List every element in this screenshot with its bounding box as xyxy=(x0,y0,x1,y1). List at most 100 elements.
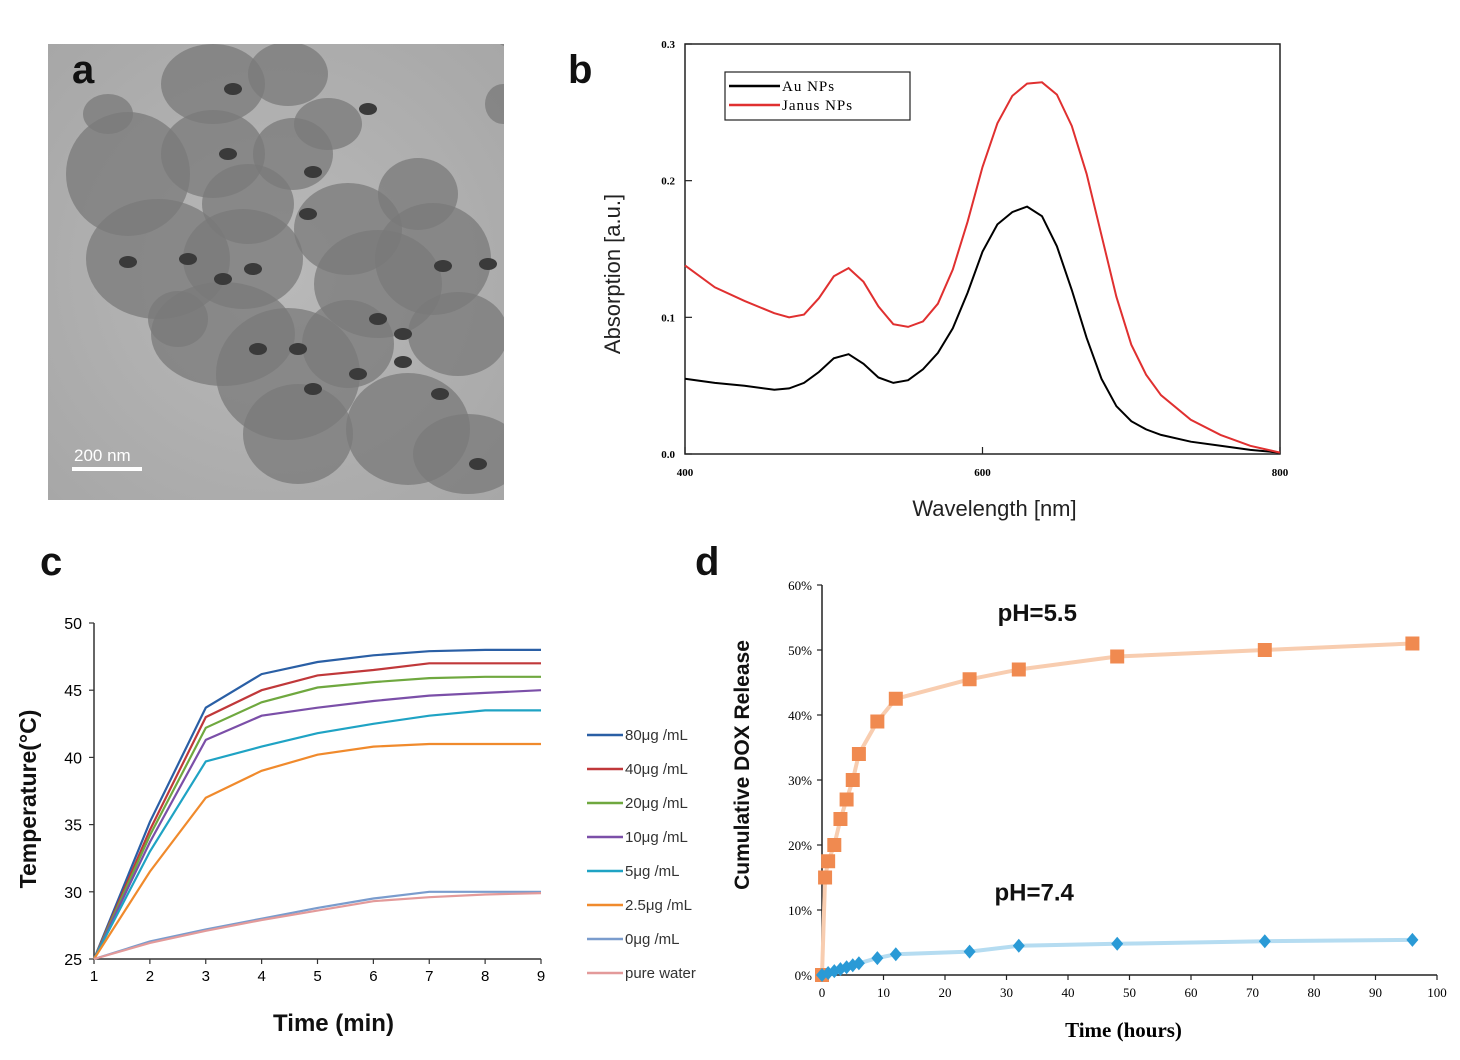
annotation-ph-5-5: pH=5.5 xyxy=(998,600,1077,627)
tem-nanoparticle-dot xyxy=(214,273,232,285)
y-tick-label: 0.1 xyxy=(661,312,675,324)
tem-particle xyxy=(161,44,265,124)
tem-particle xyxy=(346,373,470,485)
y-tick-label: 40% xyxy=(788,708,812,723)
tem-particle xyxy=(243,384,353,484)
tem-nanoparticle-dot xyxy=(289,343,307,355)
x-tick-label: 8 xyxy=(481,968,489,985)
y-tick-label: 10% xyxy=(788,903,812,918)
x-tick-label: 60 xyxy=(1185,985,1198,1000)
legend-label-1: Janus NPs xyxy=(782,98,853,114)
data-point-0 xyxy=(888,691,903,706)
data-point-1 xyxy=(1111,936,1124,951)
tem-particle xyxy=(408,292,508,376)
data-point-1 xyxy=(963,944,976,959)
series-line-2 xyxy=(92,675,541,960)
tem-nanoparticle-dot xyxy=(359,103,377,115)
y-axis-label: Temperature(°C) xyxy=(15,710,41,889)
y-tick-label: 45 xyxy=(64,683,82,700)
x-tick-label: 30 xyxy=(1000,985,1013,1000)
y-tick-label: 25 xyxy=(64,952,82,969)
y-tick-label: 30% xyxy=(788,773,812,788)
data-point-0 xyxy=(833,812,848,826)
y-tick-label: 50 xyxy=(64,616,82,633)
tem-particle xyxy=(202,164,294,244)
legend-label-2: 20μg /mL xyxy=(625,795,688,812)
legend-label-1: 40μg /mL xyxy=(625,761,688,778)
data-point-0 xyxy=(821,854,836,869)
legend-label-4: 5μg /mL xyxy=(625,863,680,880)
tem-nanoparticle-dot xyxy=(349,368,367,380)
x-axis-label: Time (min) xyxy=(273,1010,394,1037)
data-point-1 xyxy=(1406,932,1419,947)
panel-letter-a: a xyxy=(72,48,95,92)
x-tick-label: 100 xyxy=(1427,985,1447,1000)
panel-letter-b: b xyxy=(568,48,593,92)
tem-particle xyxy=(248,42,328,106)
tem-particle xyxy=(148,291,208,347)
tem-nanoparticle-dot xyxy=(304,166,322,178)
x-tick-label: 6 xyxy=(369,968,377,985)
data-point-0 xyxy=(845,773,860,787)
series-line-6 xyxy=(93,890,541,961)
tem-nanoparticle-dot xyxy=(244,263,262,275)
tem-micrograph: 200 nm xyxy=(48,0,548,500)
x-tick-label: 400 xyxy=(677,467,694,479)
x-tick-label: 2 xyxy=(146,968,154,985)
tem-nanoparticle-dot xyxy=(469,458,487,470)
x-tick-label: 70 xyxy=(1246,985,1259,1000)
legend-box xyxy=(724,71,911,121)
tem-nanoparticle-dot xyxy=(369,313,387,325)
chart-b-absorption: 0.0 0.1 0.2 0.3 400 600 800 Wavelength [nm] Abso… xyxy=(600,39,1289,521)
x-tick-label: 1 xyxy=(90,968,98,985)
data-point-0 xyxy=(1257,643,1272,657)
x-tick-label: 50 xyxy=(1123,985,1136,1000)
y-tick-label: 30 xyxy=(64,885,82,902)
tem-nanoparticle-dot xyxy=(431,388,449,400)
series-line-0 xyxy=(684,205,1281,454)
annotation-ph-7-4: pH=7.4 xyxy=(994,879,1074,906)
panel-letter-c: c xyxy=(40,540,63,584)
tem-nanoparticle-dot xyxy=(219,148,237,160)
tem-nanoparticle-dot xyxy=(179,253,197,265)
tem-nanoparticle-dot xyxy=(119,256,137,268)
data-point-1 xyxy=(822,966,835,981)
y-tick-label: 0.0 xyxy=(661,449,675,461)
data-point-0 xyxy=(1405,636,1420,651)
y-tick-label: 0.3 xyxy=(661,39,675,51)
data-point-0 xyxy=(1011,662,1026,677)
tem-nanoparticle-dot xyxy=(304,383,322,395)
legend-label-5: 2.5μg /mL xyxy=(625,897,692,914)
data-point-1 xyxy=(871,951,884,966)
x-tick-label: 5 xyxy=(313,968,321,985)
y-tick-label: 0% xyxy=(795,968,813,983)
data-point-1 xyxy=(1258,934,1271,949)
data-point-1 xyxy=(889,947,902,962)
tem-particle xyxy=(294,98,362,150)
data-point-1 xyxy=(852,956,865,971)
tem-nanoparticle-dot xyxy=(299,208,317,220)
legend-label-6: 0μg /mL xyxy=(625,931,680,948)
tem-nanoparticle-dot xyxy=(394,356,412,368)
tem-nanoparticle-dot xyxy=(224,83,242,95)
y-tick-label: 40 xyxy=(64,750,82,767)
series-line-0 xyxy=(820,641,1413,976)
x-tick-label: 80 xyxy=(1308,985,1321,1000)
series-line-7 xyxy=(93,892,542,961)
data-point-0 xyxy=(827,838,842,852)
y-axis-label: Cumulative DOX Release xyxy=(731,640,754,890)
scale-bar-label: 200 nm xyxy=(74,446,131,465)
x-tick-label: 9 xyxy=(537,968,545,985)
series-line-0 xyxy=(92,648,541,960)
tem-nanoparticle-dot xyxy=(479,258,497,270)
x-tick-label: 10 xyxy=(877,985,890,1000)
data-point-0 xyxy=(818,870,833,885)
data-point-0 xyxy=(851,747,866,761)
series-line-4 xyxy=(93,709,541,960)
panel-letter-d: d xyxy=(695,540,720,584)
x-tick-label: 7 xyxy=(425,968,433,985)
y-tick-label: 35 xyxy=(64,818,82,835)
tem-nanoparticle-dot xyxy=(394,328,412,340)
x-axis-label: Time (hours) xyxy=(1065,1018,1182,1042)
tem-nanoparticle-dot xyxy=(249,343,267,355)
